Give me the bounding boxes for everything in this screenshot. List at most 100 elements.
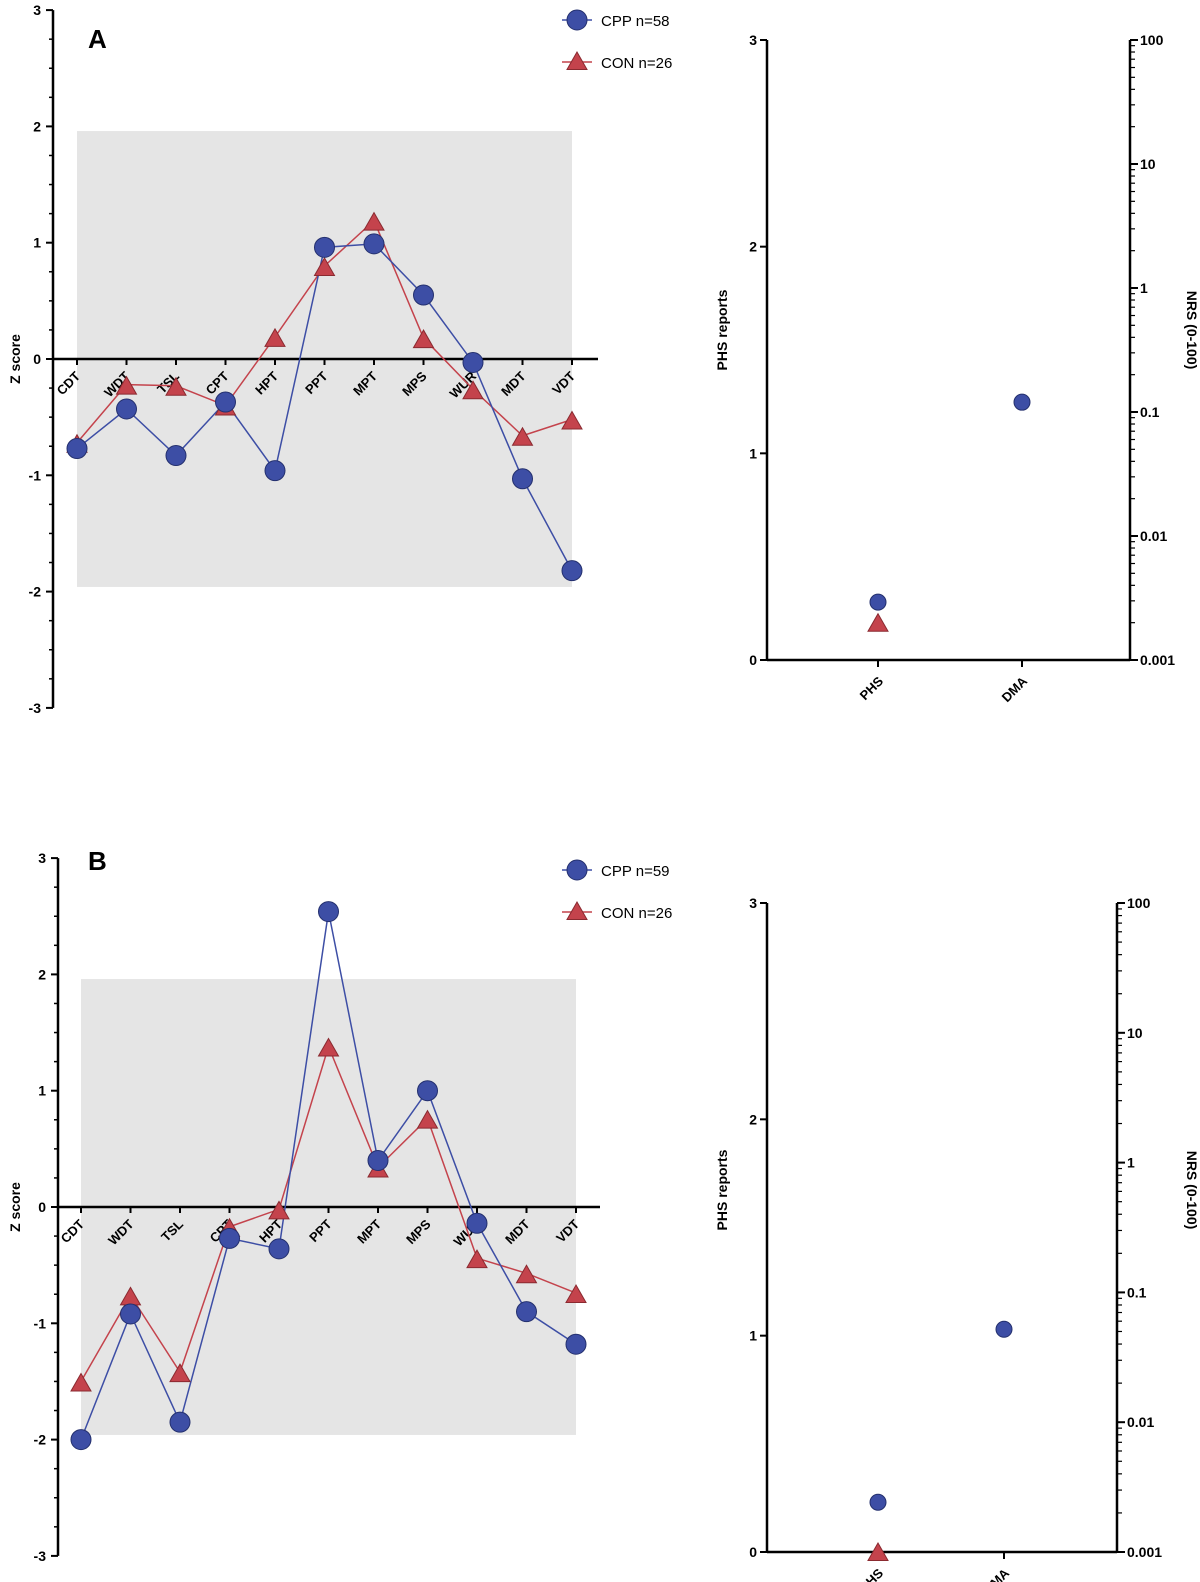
panel-b-cpp-point-phs	[869, 1493, 887, 1511]
panel-a-left-tick-label: 3	[749, 32, 757, 48]
panel-b-con-point-phs	[867, 1541, 889, 1561]
panel-b-cpp-point-tsl	[169, 1411, 191, 1433]
panel-b-y-tick-label: 1	[38, 1083, 46, 1099]
panel-b-cpp-point-mpt	[367, 1149, 389, 1171]
panel-a-cpp-point-cdt	[66, 438, 88, 460]
panel-a-y-tick-label: 2	[33, 118, 41, 134]
panel-b-y-tick-label: -3	[34, 1548, 47, 1564]
panel-a-y-axis-title: Z score	[7, 334, 23, 384]
panel-a-cpp-point-wdt	[116, 398, 137, 420]
panel-a-con-point-mdt	[511, 426, 534, 446]
panel-a-right-tick-label: 100	[1140, 32, 1164, 48]
panel-a-con-point-vdt	[561, 410, 583, 430]
panel-a-cpp-point-mps	[413, 284, 434, 306]
panel-b-right-tick-label: 10	[1127, 1025, 1143, 1041]
panel-a-left-tick-label: 0	[749, 652, 757, 668]
panel-b-con-point-vdt	[565, 1284, 587, 1304]
panel-a-cpp-point-ppt	[314, 236, 335, 258]
panel-b-letter: B	[88, 846, 107, 876]
panel-a-cpp-point-dma	[1013, 393, 1031, 411]
panel-b-con-point-mps	[416, 1109, 439, 1129]
panel-b-left-tick-label: 3	[749, 895, 757, 911]
panel-a-legend-con-marker	[566, 50, 588, 70]
panel-a-letter: A	[88, 24, 107, 54]
panel-b-legend-con-marker	[566, 900, 588, 920]
panel-a-con-point-wdt	[115, 375, 138, 395]
panel-a-cpp-point-cpt	[215, 391, 236, 413]
panel-b-con-point-hpt	[268, 1200, 290, 1220]
panel-b-y-tick-label: -1	[34, 1315, 47, 1331]
panel-b-cpp-point-wdt	[120, 1303, 141, 1325]
panel-b-cpp-point-wur	[466, 1212, 488, 1234]
panel-b-cpp-point-cpt	[219, 1227, 240, 1249]
panel-b-cpp-point-dma	[995, 1320, 1013, 1338]
panel-b-left-tick-label: 0	[749, 1544, 757, 1560]
panel-b-cpp-point-vdt	[565, 1333, 587, 1355]
panel-b-right-tick-label: 0.1	[1127, 1284, 1147, 1300]
panel-b-right-tick-label: 0.001	[1127, 1544, 1162, 1560]
panel-a-con-point-tsl	[165, 376, 187, 396]
panel-a-y-tick-label: 3	[33, 2, 41, 18]
panel-a-right-tick-label: 0.01	[1140, 528, 1167, 544]
panel-a-y-tick-label: 1	[33, 235, 41, 251]
panel-a-right-tick-label: 10	[1140, 156, 1156, 172]
panel-b-legend-cpp-label: CPP n=59	[601, 863, 670, 880]
panel-b-legend-con-label: CON n=26	[601, 905, 672, 922]
panel-b-left-tick-label: 1	[749, 1328, 757, 1344]
panel-a-x-tick-label-dma: DMA	[999, 673, 1031, 705]
panel-a-legend-cpp-label: CPP n=58	[601, 13, 670, 30]
panel-a-y-tick-label: -2	[29, 584, 42, 600]
panel-b-x-tick-label-phs: PHS	[857, 1565, 887, 1582]
panel-a-cpp-point-mpt	[363, 233, 385, 255]
panel-b-cpp-point-ppt	[318, 901, 339, 923]
panel-b-cpp-point-mps	[417, 1080, 438, 1102]
panel-b-right-tick-label: 1	[1127, 1155, 1135, 1171]
panel-a-right-axis-title: NRS (0-100)	[1184, 291, 1200, 370]
panel-b-con-point-tsl	[169, 1363, 191, 1383]
panel-b-right-tick-label: 0.01	[1127, 1414, 1154, 1430]
panel-b-right-axis-title: NRS (0-100)	[1184, 1151, 1200, 1230]
panel-b-y-tick-label: -2	[34, 1432, 47, 1448]
panel-a-cpp-point-hpt	[264, 460, 286, 482]
panel-b-con-point-cdt	[70, 1372, 92, 1392]
panel-b-y-axis-title: Z score	[7, 1182, 23, 1232]
panel-b-con-point-wur	[466, 1249, 488, 1269]
panel-a-y-tick-label: -3	[29, 700, 42, 716]
panel-a-con-point-mps	[412, 329, 435, 349]
panel-a-right-tick-label: 1	[1140, 280, 1148, 296]
panel-a-right-tick-label: 0.001	[1140, 652, 1175, 668]
panel-a-con-point-ppt	[313, 256, 336, 276]
panel-b-left-axis-title: PHS reports	[714, 1149, 730, 1230]
panel-a-right-tick-label: 0.1	[1140, 404, 1160, 420]
panel-a-legend-cpp-marker	[566, 9, 588, 31]
panel-b-cpp-point-cdt	[70, 1429, 92, 1451]
panel-a-y-tick-label: -1	[29, 467, 42, 483]
panel-b-right-tick-label: 100	[1127, 895, 1151, 911]
panel-a-con-point-mpt	[363, 211, 385, 231]
panel-b-cpp-point-mdt	[516, 1301, 537, 1323]
panel-a-left-tick-label: 2	[749, 239, 757, 255]
panel-b-x-tick-label-dma: DMA	[981, 1565, 1013, 1582]
panel-b-y-tick-label: 0	[38, 1199, 46, 1215]
panel-a-cpp-point-phs	[869, 593, 887, 611]
panel-b-y-tick-label: 3	[38, 850, 46, 866]
panel-a-cpp-point-tsl	[165, 445, 187, 467]
panel-a-con-point-phs	[867, 612, 889, 632]
panel-b-left-tick-label: 2	[749, 1111, 757, 1127]
panel-b-con-point-ppt	[317, 1037, 340, 1057]
panel-a-cpp-point-mdt	[512, 468, 533, 490]
panel-b-legend-cpp-marker	[566, 859, 588, 881]
panel-a-con-point-hpt	[264, 327, 286, 347]
panel-a-con-point-wur	[462, 380, 484, 400]
panel-a-x-tick-label-phs: PHS	[857, 673, 887, 703]
panel-a-cpp-point-wur	[462, 351, 484, 373]
panel-a-y-tick-label: 0	[33, 351, 41, 367]
panel-b-con-point-mdt	[515, 1264, 538, 1284]
panel-a-left-tick-label: 1	[749, 445, 757, 461]
panel-a-left-axis-title: PHS reports	[714, 289, 730, 370]
